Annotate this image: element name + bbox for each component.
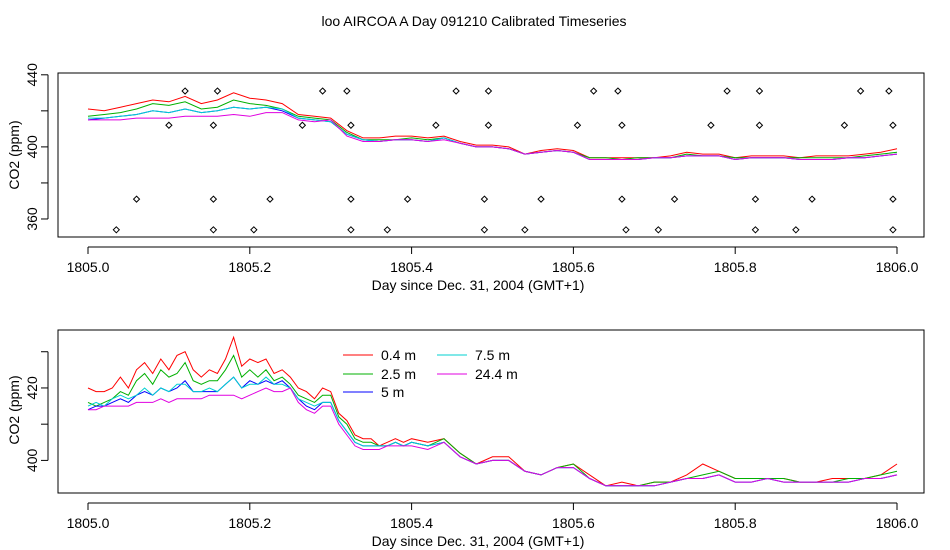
upper-marker-point: [484, 121, 493, 129]
upper-y-tick-label: 440: [24, 63, 40, 87]
legend-label: 5 m: [381, 384, 404, 400]
upper-y-tick-label: 360: [24, 207, 40, 231]
upper-marker-point: [707, 121, 715, 129]
legend-label: 2.5 m: [381, 366, 416, 382]
legend-label: 24.4 m: [475, 366, 518, 382]
upper-x-tick-label: 1805.4: [390, 259, 433, 275]
upper-marker-point: [889, 121, 897, 129]
lower-series-line-0-4-m: [87, 335, 898, 487]
lower-y-axis-label: CO2 (ppm): [6, 375, 22, 444]
upper-marker-point: [250, 226, 258, 234]
upper-x-tick-label: 1805.2: [228, 259, 271, 275]
upper-marker-point: [112, 226, 121, 234]
upper-marker-point: [792, 226, 800, 234]
upper-marker-point: [298, 121, 307, 129]
upper-marker-point: [383, 226, 392, 234]
upper-marker-point: [840, 121, 849, 129]
upper-marker-point: [521, 226, 529, 234]
lower-legend: 0.4 m 2.5 m 5 m 7.5 m 24.4 m: [343, 347, 518, 400]
upper-marker-point: [347, 121, 355, 129]
upper-series-line-7-5-m: [88, 106, 898, 161]
upper-marker-point: [213, 87, 222, 95]
upper-series-line-5-m: [87, 106, 898, 161]
upper-x-tick-label: 1805.0: [67, 259, 110, 275]
upper-x-tick-label: 1806.0: [876, 259, 919, 275]
upper-marker-point: [318, 87, 327, 95]
lower-y-tick-label: 420: [24, 376, 40, 400]
lower-x-tick-label: 1805.8: [714, 515, 757, 531]
upper-marker-point: [537, 195, 545, 203]
upper-marker-point: [209, 226, 218, 234]
lower-x-axis-label: Day since Dec. 31, 2004 (GMT+1): [372, 533, 585, 549]
upper-marker-point: [885, 87, 893, 95]
upper-marker-point: [622, 226, 630, 234]
upper-x-axis-label: Day since Dec. 31, 2004 (GMT+1): [372, 277, 585, 293]
upper-marker-point: [480, 195, 489, 203]
lower-panel: Day since Dec. 31, 2004 (GMT+1) CO2 (ppm…: [6, 329, 925, 549]
upper-marker-point: [209, 121, 218, 129]
upper-marker-point: [670, 195, 679, 203]
upper-y-axis-label: CO2 (ppm): [6, 120, 22, 189]
legend-label: 7.5 m: [475, 347, 510, 363]
upper-marker-point: [343, 87, 351, 95]
upper-marker-point: [165, 121, 173, 129]
upper-marker-point: [755, 121, 764, 129]
lower-series-line-5-m: [87, 376, 898, 487]
upper-marker-point: [618, 195, 626, 203]
upper-marker-point: [181, 87, 189, 95]
upper-marker-point: [209, 195, 218, 203]
upper-marker-point: [889, 195, 897, 203]
lower-x-tick-label: 1805.0: [67, 515, 110, 531]
upper-marker-point: [347, 226, 355, 234]
upper-plot-frame: [57, 72, 925, 238]
lower-plot-frame: [57, 329, 925, 494]
upper-series-line-0-4-m: [87, 92, 898, 159]
lower-series-group: [87, 335, 898, 487]
upper-marker-point: [432, 121, 440, 129]
upper-marker-point: [751, 226, 760, 234]
upper-series-line-2-5-m: [87, 99, 898, 161]
lower-series-line-7-5-m: [87, 376, 898, 487]
upper-y-tick-label: 400: [24, 135, 40, 159]
upper-marker-point: [403, 195, 412, 203]
upper-marker-point: [614, 87, 622, 95]
upper-marker-point: [480, 226, 489, 234]
upper-marker-point: [618, 121, 626, 129]
upper-marker-point: [132, 195, 141, 203]
upper-marker-point: [266, 195, 274, 203]
upper-marker-point: [347, 195, 355, 203]
lower-series-line-2-5-m: [87, 354, 898, 487]
upper-marker-point: [755, 87, 764, 95]
upper-marker-point: [751, 195, 760, 203]
upper-series-line-24-4-m: [88, 112, 898, 161]
lower-series-line-24-4-m: [88, 387, 898, 487]
upper-marker-point: [808, 195, 816, 203]
legend-label: 0.4 m: [381, 347, 416, 363]
upper-panel: Day since Dec. 31, 2004 (GMT+1) CO2 (ppm…: [6, 63, 925, 293]
upper-marker-point: [654, 226, 663, 234]
upper-marker-point: [889, 226, 897, 234]
upper-marker-point: [723, 87, 731, 95]
upper-x-tick-label: 1805.8: [714, 259, 757, 275]
upper-marker-point: [484, 87, 493, 95]
upper-marker-point: [573, 121, 582, 129]
upper-marker-point: [856, 87, 865, 95]
upper-series-group: [87, 87, 898, 234]
upper-marker-point: [589, 87, 598, 95]
lower-x-tick-label: 1805.6: [552, 515, 595, 531]
upper-marker-point: [452, 87, 460, 95]
lower-x-tick-label: 1805.2: [228, 515, 271, 531]
lower-x-tick-label: 1805.4: [390, 515, 433, 531]
lower-x-tick-label: 1806.0: [876, 515, 919, 531]
figure-title: loo AIRCOA A Day 091210 Calibrated Times…: [321, 13, 626, 29]
upper-x-tick-label: 1805.6: [552, 259, 595, 275]
lower-y-tick-label: 400: [24, 449, 40, 473]
